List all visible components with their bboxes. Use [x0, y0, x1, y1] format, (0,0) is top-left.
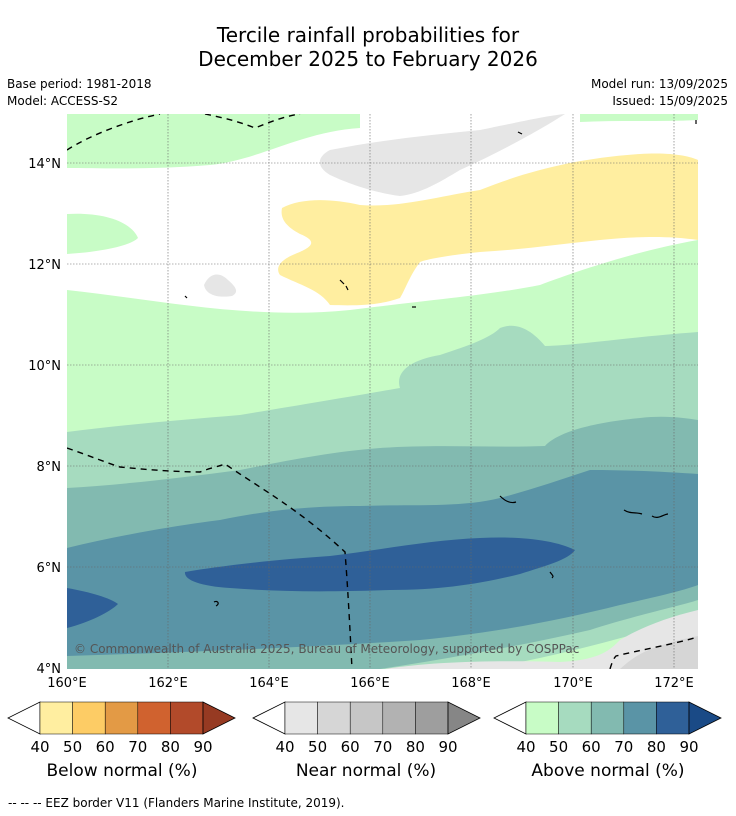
colorbar-tick-label: 50	[549, 738, 568, 756]
colorbar-arrow-low	[7, 701, 41, 735]
band-near-50-south	[620, 636, 698, 669]
band-near-40-south	[385, 610, 698, 669]
near-normal-label: Near normal (%)	[295, 761, 437, 781]
model-run: Model run: 13/09/2025	[590, 77, 728, 91]
base-period: Base period: 1981-2018	[7, 77, 152, 91]
issued-date: Issued: 15/09/2025	[612, 94, 728, 108]
colorbar-below-normal: 40 50 60 70 80 90	[7, 701, 236, 756]
colorbar-arrow-low	[493, 701, 527, 735]
band-below-40	[278, 153, 698, 306]
colorbar-segment	[558, 701, 592, 735]
copyright-text: © Commonwealth of Australia 2025, Bureau…	[74, 642, 579, 656]
lat-tick-label: 6°N	[37, 561, 62, 576]
colorbar-tick-label: 40	[275, 738, 294, 756]
colorbar-near-normal: 40 50 60 70 80 90	[252, 701, 481, 756]
lat-tick-label: 10°N	[28, 359, 61, 374]
colorbar-tick-label: 50	[308, 738, 327, 756]
colorbar-segment	[656, 701, 690, 735]
above-normal-label: Above normal (%)	[531, 761, 685, 781]
lon-tick-label: 168°E	[451, 676, 491, 691]
lat-tick-label: 8°N	[37, 460, 62, 475]
colorbar-arrow-high	[688, 701, 722, 735]
colorbar-tick-label: 80	[161, 738, 180, 756]
colorbar-segment	[137, 701, 171, 735]
grid-lines	[67, 114, 698, 669]
lon-tick-label: 162°E	[148, 676, 188, 691]
axis-labels: 160°E 162°E 164°E 166°E 168°E 170°E 172°…	[28, 157, 694, 691]
eez-footer-note: -- -- -- EEZ border V11 (Flanders Marine…	[8, 796, 345, 810]
colorbar-tick-label: 80	[647, 738, 666, 756]
colorbar-segment	[104, 701, 139, 735]
colorbar-tick-label: 90	[438, 738, 457, 756]
colorbar-segment	[284, 701, 318, 735]
colorbar-segment	[170, 701, 204, 735]
rainfall-probability-map	[67, 114, 698, 669]
colorbar-segment	[525, 701, 559, 735]
lon-tick-label: 170°E	[553, 676, 593, 691]
colorbar-arrow-high	[202, 701, 236, 735]
colorbar-segment	[39, 701, 73, 735]
colorbar-tick-label: 40	[30, 738, 49, 756]
colorbar-tick-label: 70	[373, 738, 392, 756]
below-normal-label: Below normal (%)	[46, 761, 198, 781]
band-near-40-north	[319, 114, 565, 196]
band-above-40-left-patch	[67, 213, 138, 254]
colorbar-above-normal: 40 50 60 70 80 90	[493, 701, 722, 756]
band-near-40-small	[204, 274, 237, 297]
lat-tick-label: 12°N	[28, 258, 61, 273]
colorbar-segment	[415, 701, 449, 735]
eez-border	[67, 114, 698, 669]
band-above-80-west	[67, 588, 118, 628]
colorbar-tick-label: 90	[679, 738, 698, 756]
colorbar-tick-label: 90	[193, 738, 212, 756]
chart-title-line2: December 2025 to February 2026	[198, 47, 538, 71]
lat-tick-label: 14°N	[28, 157, 61, 172]
colorbar-tick-label: 60	[582, 738, 601, 756]
band-above-40-top-left	[67, 114, 360, 169]
lon-tick-label: 172°E	[654, 676, 694, 691]
colorbar-tick-label: 70	[128, 738, 147, 756]
colorbar-tick-label: 60	[341, 738, 360, 756]
colorbar-tick-label: 50	[63, 738, 82, 756]
model-name: Model: ACCESS-S2	[7, 94, 119, 108]
colorbar-tick-label: 60	[96, 738, 115, 756]
colorbar-segment	[349, 701, 384, 735]
lat-tick-label: 4°N	[37, 662, 62, 677]
colorbar-segment	[590, 701, 625, 735]
band-above-80	[184, 537, 575, 592]
colorbar-tick-label: 70	[614, 738, 633, 756]
colorbar-segment	[623, 701, 657, 735]
colorbar-tick-label: 40	[516, 738, 535, 756]
lon-tick-label: 160°E	[47, 676, 87, 691]
lon-tick-label: 164°E	[249, 676, 289, 691]
colorbar-segment	[382, 701, 416, 735]
colorbar-segment	[72, 701, 106, 735]
island-outlines	[184, 120, 697, 607]
lon-tick-label: 166°E	[350, 676, 390, 691]
chart-title-line1: Tercile rainfall probabilities for	[216, 23, 520, 47]
colorbar-arrow-high	[447, 701, 481, 735]
colorbar-arrow-low	[252, 701, 286, 735]
colorbar-segment	[317, 701, 351, 735]
band-above-40-top-right	[580, 114, 698, 122]
colorbar-tick-label: 80	[406, 738, 425, 756]
